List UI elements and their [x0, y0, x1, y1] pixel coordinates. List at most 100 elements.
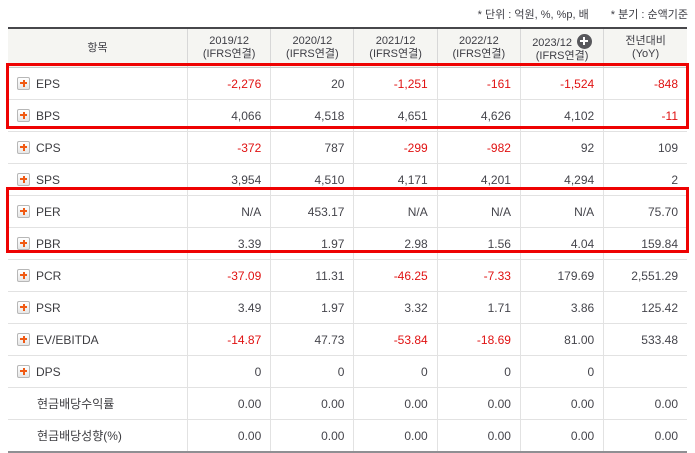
row-label: PCR: [36, 268, 62, 283]
cell-value: -14.87: [187, 323, 271, 356]
expand-row-icon[interactable]: [17, 364, 30, 378]
cell-value: 20: [270, 67, 354, 100]
cell-value: 4,201: [436, 163, 521, 196]
column-header-2019-12: 2019/12 (IFRS연결): [187, 28, 271, 68]
column-year-label: 2022/12: [458, 35, 499, 47]
add-column-icon[interactable]: [576, 33, 592, 49]
cell-value: 4,510: [270, 163, 354, 196]
row-label: PBR: [36, 236, 61, 251]
row-label: PSR: [36, 300, 61, 315]
table-row-eps: EPS -2,276 20 -1,251 -161 -1,524 -848: [8, 67, 687, 100]
cell-value: 81.00: [519, 323, 604, 356]
cell-value: 3,954: [187, 163, 271, 196]
cell-value: 1.97: [270, 291, 354, 324]
cell-value: -372: [187, 131, 271, 164]
table-row-sps: SPS 3,954 4,510 4,171 4,201 4,294 2: [8, 163, 687, 196]
column-year-label: 2023/12: [521, 33, 603, 50]
expand-row-icon[interactable]: [17, 236, 30, 250]
expand-row-icon[interactable]: [17, 204, 30, 218]
row-label: 현금배당수익률: [37, 397, 115, 411]
per-share-metrics-table: 항목 2019/12 (IFRS연결) 2020/12 (IFRS연결) 202…: [6, 27, 689, 453]
cell-value: 2.98: [353, 227, 438, 260]
cell-value: 3.86: [519, 291, 604, 324]
row-label-cell: PCR: [8, 259, 188, 292]
cell-value: 0: [187, 355, 271, 388]
cell-value: 1.56: [436, 227, 521, 260]
unit-caption: * 단위 : 억원, %, %p, 배: [477, 9, 589, 21]
cell-value: 2: [603, 163, 687, 196]
cell-value: 453.17: [270, 195, 354, 228]
cell-value: 0.00: [603, 419, 687, 452]
cell-value: 787: [270, 131, 354, 164]
row-label-cell: DPS: [8, 355, 188, 388]
cell-value: N/A: [187, 195, 271, 228]
cell-value: 47.73: [270, 323, 354, 356]
data-table: 항목 2019/12 (IFRS연결) 2020/12 (IFRS연결) 202…: [8, 27, 687, 453]
column-basis-label: (IFRS연결): [369, 48, 422, 60]
cell-value: 3.39: [187, 227, 271, 260]
cell-value: 4,626: [436, 99, 521, 132]
cell-value: 0.00: [187, 387, 271, 420]
cell-value: -37.09: [187, 259, 271, 292]
cell-value: 0.00: [353, 419, 438, 452]
expand-row-icon[interactable]: [17, 332, 30, 346]
row-label-cell: CPS: [8, 131, 188, 164]
table-row-psr: PSR 3.49 1.97 3.32 1.71 3.86 125.42: [8, 291, 687, 324]
column-header-2022-12: 2022/12 (IFRS연결): [436, 28, 521, 68]
column-header-2023-12: 2023/12 (IFRS연결): [519, 28, 604, 68]
cell-value: 0.00: [270, 387, 354, 420]
column-basis-label: (IFRS연결): [286, 48, 339, 60]
expand-row-icon[interactable]: [17, 300, 30, 314]
cell-value: 0.00: [353, 387, 438, 420]
expand-row-icon[interactable]: [17, 76, 30, 90]
row-label-cell: EPS: [8, 67, 188, 100]
cell-value: 1.97: [270, 227, 354, 260]
item-column-header: 항목: [8, 28, 188, 68]
expand-row-icon[interactable]: [17, 108, 30, 122]
cell-value: 109: [603, 131, 687, 164]
column-year-text: 2023/12: [532, 36, 572, 49]
cell-value: 11.31: [270, 259, 354, 292]
cell-value: 4,651: [353, 99, 438, 132]
cell-value: 0: [270, 355, 354, 388]
row-label-cell: BPS: [8, 99, 188, 132]
table-row-cps: CPS -372 787 -299 -982 92 109: [8, 131, 687, 164]
cell-value: -848: [603, 67, 687, 100]
column-header-yoy: 전년대비 (YoY): [603, 28, 687, 68]
cell-value: 4,294: [519, 163, 604, 196]
expand-row-icon[interactable]: [17, 172, 30, 186]
cell-value: -53.84: [353, 323, 438, 356]
cell-value: -299: [353, 131, 438, 164]
cell-value: 0.00: [519, 419, 604, 452]
row-label: EPS: [36, 76, 61, 91]
cell-value: 4,102: [519, 99, 604, 132]
cell-value: -11: [603, 99, 687, 132]
table-row-bps: BPS 4,066 4,518 4,651 4,626 4,102 -11: [8, 99, 687, 132]
cell-value: N/A: [353, 195, 438, 228]
row-label-cell: PSR: [8, 291, 188, 324]
row-label: BPS: [36, 108, 61, 123]
row-label-cell: SPS: [8, 163, 188, 196]
column-year-label: 2019/12: [209, 35, 250, 47]
cell-value: 125.42: [603, 291, 687, 324]
table-row-ev-ebitda: EV/EBITDA -14.87 47.73 -53.84 -18.69 81.…: [8, 323, 687, 356]
table-row-cash-dividend-payout: 현금배당성향(%) 0.00 0.00 0.00 0.00 0.00 0.00: [8, 419, 687, 452]
expand-row-icon[interactable]: [17, 268, 30, 282]
expand-row-icon[interactable]: [17, 140, 30, 154]
cell-value: 0: [353, 355, 438, 388]
row-label-cell: 현금배당수익률: [8, 387, 188, 420]
cell-value: 0.00: [436, 387, 521, 420]
cell-value: -161: [436, 67, 521, 100]
table-row-pcr: PCR -37.09 11.31 -46.25 -7.33 179.69 2,5…: [8, 259, 687, 292]
cell-value: 4.04: [519, 227, 604, 260]
cell-value: 159.84: [603, 227, 687, 260]
table-captions: * 단위 : 억원, %, %p, 배 * 분기 : 순액기준: [478, 6, 688, 22]
cell-value: [603, 355, 687, 388]
cell-value: 92: [519, 131, 604, 164]
table-row-per: PER N/A 453.17 N/A N/A N/A 75.70: [8, 195, 687, 228]
cell-value: 0.00: [519, 387, 604, 420]
cell-value: 2,551.29: [603, 259, 687, 292]
column-basis-label: (IFRS연결): [452, 48, 506, 60]
column-basis-label: (IFRS연결): [535, 49, 589, 62]
cell-value: 3.49: [187, 291, 271, 324]
